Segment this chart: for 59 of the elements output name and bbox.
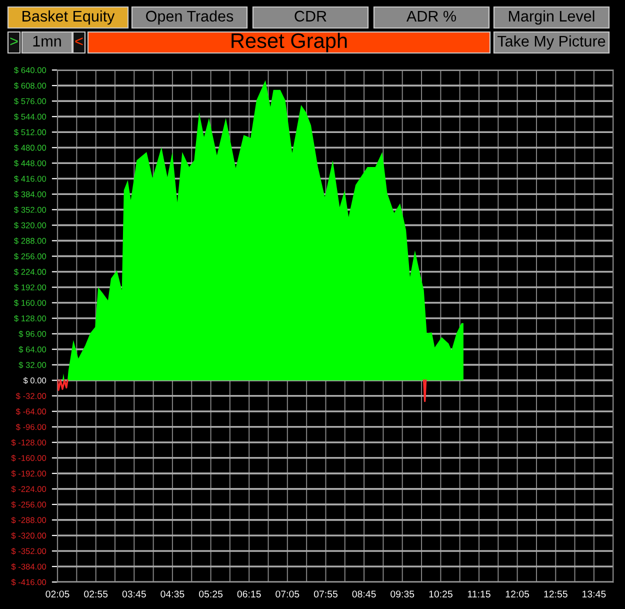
y-tick-label: $ 192.00 [14,284,46,291]
text: CDR [294,10,326,22]
y-tick-label: $ 384.00 [14,191,46,198]
x-tick-label: 07:05 [276,590,300,598]
y-tick-label: $ 224.00 [14,268,46,276]
y-tick-label: $ -128.00 [11,439,46,446]
y-tick-label: $ -416.00 [11,578,46,586]
x-tick-label: 12:05 [506,590,530,598]
text: Take My Picture [498,35,606,50]
y-tick-label: $ -96.00 [16,424,46,430]
x-tick-label: 13:45 [582,590,606,598]
y-tick-label: $ -160.00 [11,454,46,462]
x-tick-label: 08:45 [352,590,376,598]
y-tick-label: $ -64.00 [16,408,46,415]
text: Basket Equity [22,10,115,25]
y-tick-label: $ -192.00 [11,470,46,478]
y-tick-label: $ -384.00 [11,563,46,570]
y-tick-label: $ 544.00 [14,113,46,120]
y-tick-label: $ 32.00 [18,362,46,368]
text: > [10,38,18,46]
y-tick-label: $ -32.00 [16,392,46,400]
y-tick-label: $ -224.00 [11,486,46,493]
y-tick-label: $ 448.00 [14,160,46,167]
y-tick-label: $ 480.00 [14,144,46,152]
text: Open Trades [146,10,234,25]
x-tick-label: 03:45 [122,590,146,598]
text: Reset Graph [232,32,347,52]
y-tick-label: $ -288.00 [11,516,46,524]
x-tick-label: 07:55 [314,590,338,598]
y-tick-label: $ 256.00 [14,253,46,260]
y-tick-label: $ 288.00 [14,238,46,244]
y-tick-label: $ 0.00 [23,377,46,384]
y-tick-label: $ 160.00 [14,300,46,306]
x-tick-label: 06:15 [237,590,261,598]
y-tick-label: $ 512.00 [14,128,46,136]
y-tick-label: $ 64.00 [18,346,46,353]
x-tick-label: 04:35 [160,590,184,598]
x-tick-label: 02:05 [46,590,70,598]
y-tick-label: $ 128.00 [14,315,46,322]
text: ADR % [406,10,456,22]
y-tick-label: $ 608.00 [14,82,46,90]
x-tick-label: 02:55 [84,590,108,598]
x-tick-label: 12:55 [544,590,568,598]
y-tick-label: $ 640.00 [14,66,46,74]
y-tick-label: $ 352.00 [14,206,46,214]
x-tick-label: 10:25 [429,590,452,598]
x-tick-label: 11:15 [468,590,490,598]
y-tick-label: $ 416.00 [14,175,46,182]
text: < [75,38,83,46]
y-tick-label: $ -320.00 [11,532,46,540]
text: 1mn [33,36,61,46]
text: Margin Level [509,10,594,25]
y-tick-label: $ -256.00 [11,501,46,508]
x-tick-label: 05:25 [199,590,223,598]
y-tick-label: $ 320.00 [14,222,46,229]
y-tick-label: $ 576.00 [14,98,46,105]
y-tick-label: $ 96.00 [18,330,46,338]
x-tick-label: 09:35 [390,590,414,598]
y-tick-label: $ -352.00 [11,548,46,555]
